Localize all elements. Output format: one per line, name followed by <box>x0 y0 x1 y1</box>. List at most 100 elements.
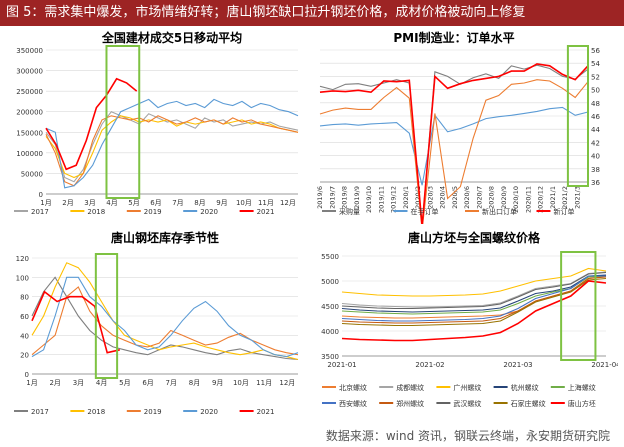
x-tick-label: 9月 <box>212 379 223 387</box>
y-tick-label: 42 <box>591 139 600 147</box>
x-tick-label: 2020/7 <box>475 186 483 209</box>
y-tick-label: 0 <box>25 371 29 379</box>
y-tick-label: 300000 <box>16 68 43 76</box>
y-tick-label: 52 <box>591 73 600 81</box>
x-tick-label: 2019/7 <box>328 186 336 209</box>
legend-label: 2019 <box>144 208 162 216</box>
x-tick-label: 2020/12 <box>537 186 545 213</box>
x-tick-label: 2019/9 <box>353 186 361 209</box>
x-tick-label: 2020/10 <box>512 186 520 213</box>
y-tick-label: 120 <box>16 255 29 263</box>
x-tick-label: 2021/1 <box>549 186 557 209</box>
chart-panel-2: PMI制造业：订单水平 36 38 40 42 44 46 48 50 52 54 56 2019/6 2… <box>316 30 600 224</box>
x-tick-label: 2019/8 <box>341 186 349 209</box>
y-tick-label: 3500 <box>321 353 339 361</box>
chart-panel-3: 唐山钢坯库存季节性 0 20 40 60 80 100 120 1月 2月 3月 4月 5月 6月 7月 8月… <box>14 230 299 416</box>
data-source-footer: 数据来源：wind 资讯，钢联云终端，永安期货研究院 <box>325 429 610 443</box>
x-tick-label: 3月 <box>73 379 84 387</box>
x-tick-label: 11月 <box>258 199 274 207</box>
figure-title: 图 5：需求集中爆发，市场情绪好转；唐山钢坯缺口拉升钢坯价格，成材价格被动向上修… <box>0 0 624 26</box>
legend-label: 采购量 <box>339 207 360 216</box>
x-tick-label: 6月 <box>142 379 153 387</box>
x-tick-label: 2021/3 <box>573 186 581 209</box>
x-tick-label: 2020/2 <box>414 186 422 209</box>
legend-label: 2020 <box>200 408 218 416</box>
legend-label: 2017 <box>31 408 49 416</box>
legend-label: 武汉螺纹 <box>453 399 481 408</box>
x-tick-label: 2020/4 <box>439 186 447 209</box>
chart-title: 全国建材成交5日移动平均 <box>101 30 242 45</box>
legend-label: 2021 <box>257 208 275 216</box>
series-line <box>45 115 299 179</box>
legend-label: 广州螺纹 <box>453 383 481 392</box>
series-line <box>31 276 299 358</box>
series-line <box>31 286 299 356</box>
y-tick-label: 100 <box>16 274 29 282</box>
chart-panel-1: 全国建材成交5日移动平均 0 50000 100000 150000 200000 2500… <box>14 30 299 216</box>
highlight-box <box>566 45 589 187</box>
x-tick-label: 10月 <box>236 199 252 207</box>
series-line <box>45 98 299 189</box>
legend-label: 在手订单 <box>411 207 439 216</box>
y-tick-label: 200000 <box>16 109 43 117</box>
legend-label: 2018 <box>87 408 105 416</box>
x-tick-label: 8月 <box>189 379 200 387</box>
x-tick-label: 2020/11 <box>524 186 532 213</box>
y-tick-label: 100000 <box>16 150 43 158</box>
series-line <box>31 276 299 361</box>
y-tick-label: 80 <box>20 294 29 302</box>
y-tick-label: 20 <box>20 352 29 360</box>
legend-label: 西安螺纹 <box>339 399 367 408</box>
x-tick-label: 2020/3 <box>426 186 434 209</box>
y-tick-label: 36 <box>591 179 600 187</box>
series-line <box>31 290 120 354</box>
x-tick-label: 3月 <box>84 199 95 207</box>
x-tick-label: 4月 <box>106 199 117 207</box>
legend-label: 北京螺纹 <box>339 383 367 392</box>
y-tick-label: 4000 <box>321 328 339 336</box>
legend-label: 石家庄螺纹 <box>511 399 546 408</box>
chart-title: 唐山方坯与全国螺纹价格 <box>408 230 541 245</box>
x-tick-label: 1月 <box>40 199 51 207</box>
y-tick-label: 350000 <box>16 47 43 55</box>
y-tick-label: 4500 <box>321 303 339 311</box>
legend-label: 郑州螺纹 <box>396 399 424 408</box>
chart-title: PMI制造业：订单水平 <box>393 30 514 45</box>
highlight-box <box>560 251 597 361</box>
chart-title: 唐山钢坯库存季节性 <box>111 230 219 245</box>
x-tick-label: 2021/2 <box>561 186 569 209</box>
legend-label: 2019 <box>144 408 162 416</box>
legend-label: 2020 <box>200 208 218 216</box>
y-tick-label: 40 <box>591 153 600 161</box>
x-tick-label: 2月 <box>49 379 60 387</box>
legend-label: 新出口订单 <box>482 207 517 216</box>
x-tick-label: 2020/1 <box>402 186 410 209</box>
highlight-box <box>105 45 141 199</box>
y-tick-label: 0 <box>39 191 43 199</box>
series-line <box>45 77 138 171</box>
series-line <box>31 262 299 361</box>
y-tick-label: 5500 <box>321 253 339 261</box>
legend-label: 新订单 <box>554 207 575 216</box>
x-tick-label: 7月 <box>172 199 183 207</box>
legend-label: 唐山方坯 <box>568 399 596 408</box>
y-tick-label: 50 <box>591 87 600 95</box>
x-tick-label: 9月 <box>216 199 227 207</box>
legend-label: 2021 <box>257 408 275 416</box>
x-tick-label: 4月 <box>96 379 107 387</box>
x-tick-label: 2020/6 <box>463 186 471 209</box>
chart-panel-4: 唐山方坯与全国螺纹价格 3500 4000 4500 5000 5500 2021-01 20… <box>321 230 618 408</box>
x-tick-label: 2019/11 <box>377 186 385 213</box>
x-tick-label: 12月 <box>279 379 295 387</box>
x-tick-label: 8月 <box>194 199 205 207</box>
y-tick-label: 5000 <box>321 278 339 286</box>
x-tick-label: 6月 <box>150 199 161 207</box>
legend-label: 上海螺纹 <box>568 383 596 392</box>
x-tick-label: 2020/8 <box>488 186 496 209</box>
series-line <box>341 271 607 310</box>
legend-label: 成都螺纹 <box>396 383 424 392</box>
y-tick-label: 50000 <box>21 170 43 178</box>
y-tick-label: 38 <box>591 166 600 174</box>
y-tick-label: 44 <box>591 126 600 134</box>
y-tick-label: 48 <box>591 100 600 108</box>
